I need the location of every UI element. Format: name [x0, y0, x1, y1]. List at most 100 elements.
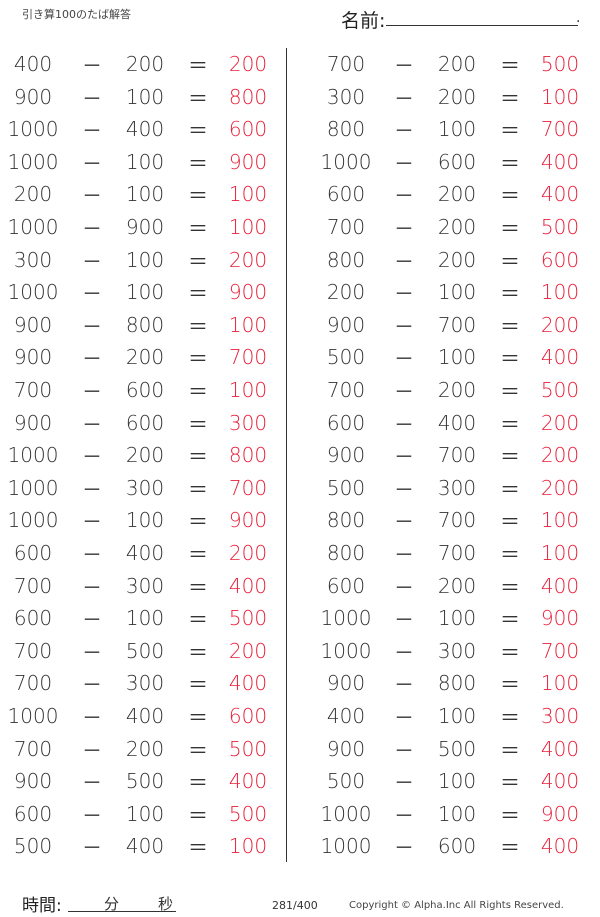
minus-sign: － — [394, 216, 414, 241]
equals-sign: ＝ — [188, 281, 208, 306]
equals-sign: ＝ — [500, 672, 520, 697]
answer: 100 — [228, 834, 268, 859]
minus-sign: － — [82, 216, 102, 241]
subtrahend: 200 — [125, 736, 165, 761]
equals-sign: ＝ — [188, 249, 208, 274]
minuend: 700 — [13, 736, 53, 761]
answer: 900 — [228, 280, 268, 305]
subtrahend: 200 — [125, 52, 165, 76]
minus-sign: － — [82, 314, 102, 339]
minuend: 400 — [326, 704, 366, 728]
minus-sign: － — [82, 151, 102, 176]
answer: 900 — [540, 606, 580, 631]
answer: 400 — [540, 573, 580, 598]
minuend: 1000 — [320, 638, 372, 663]
minuend: 200 — [326, 280, 366, 305]
minus-sign: － — [82, 835, 102, 860]
equals-sign: ＝ — [188, 53, 208, 78]
subtrahend: 100 — [437, 280, 477, 305]
minuend: 600 — [326, 410, 366, 435]
name-end-dot: . — [576, 10, 581, 26]
minuend: 600 — [326, 573, 366, 598]
minuend: 900 — [13, 345, 53, 370]
minuend: 800 — [326, 117, 366, 142]
answer: 200 — [540, 312, 580, 337]
equals-sign: ＝ — [188, 738, 208, 763]
minus-sign: － — [394, 542, 414, 567]
equals-sign: ＝ — [500, 281, 520, 306]
answer: 900 — [228, 149, 268, 174]
time-field-line — [68, 911, 176, 912]
equals-sign: ＝ — [188, 803, 208, 828]
equals-sign: ＝ — [188, 509, 208, 534]
minuend: 700 — [13, 573, 53, 598]
subtrahend: 700 — [437, 508, 477, 533]
equals-sign: ＝ — [500, 379, 520, 404]
equals-sign: ＝ — [188, 672, 208, 697]
subtrahend: 300 — [125, 573, 165, 598]
equals-sign: ＝ — [500, 151, 520, 176]
subtrahend: 800 — [437, 671, 477, 696]
subtrahend: 100 — [437, 345, 477, 370]
subtrahend: 500 — [125, 638, 165, 663]
minus-sign: － — [394, 770, 414, 795]
answer: 200 — [228, 541, 268, 565]
minus-sign: － — [394, 281, 414, 306]
equals-sign: ＝ — [500, 738, 520, 763]
answer: 400 — [540, 182, 580, 207]
subtrahend: 500 — [125, 769, 165, 794]
answer: 500 — [228, 801, 268, 826]
answer: 600 — [228, 117, 268, 142]
equals-sign: ＝ — [188, 575, 208, 600]
minus-sign: － — [82, 53, 102, 78]
seconds-label: 秒 — [158, 895, 174, 913]
subtrahend: 100 — [125, 508, 165, 533]
minus-sign: － — [82, 672, 102, 697]
answer: 500 — [540, 215, 580, 239]
minus-sign: － — [82, 379, 102, 404]
subtrahend: 100 — [125, 606, 165, 631]
minuend: 300 — [326, 84, 366, 109]
answer: 100 — [540, 84, 580, 109]
minus-sign: － — [82, 183, 102, 208]
answer: 200 — [228, 247, 268, 272]
answer: 700 — [540, 117, 580, 142]
minus-sign: － — [82, 575, 102, 600]
minuend: 600 — [13, 606, 53, 631]
column-divider — [286, 48, 287, 862]
minuend: 400 — [13, 52, 53, 76]
equals-sign: ＝ — [500, 835, 520, 860]
answer: 700 — [228, 345, 268, 370]
answer: 500 — [228, 736, 268, 761]
equals-sign: ＝ — [188, 151, 208, 176]
equals-sign: ＝ — [188, 444, 208, 469]
subtrahend: 400 — [125, 704, 165, 728]
minus-sign: － — [394, 640, 414, 665]
subtrahend: 400 — [125, 834, 165, 859]
minuend: 600 — [13, 541, 53, 565]
worksheet-title: 引き算100のたば解答 — [22, 8, 131, 21]
equals-sign: ＝ — [500, 607, 520, 632]
equals-sign: ＝ — [188, 346, 208, 371]
minuend: 1000 — [7, 215, 59, 239]
answer: 300 — [228, 410, 268, 435]
equals-sign: ＝ — [188, 640, 208, 665]
equals-sign: ＝ — [500, 509, 520, 534]
answer: 500 — [540, 378, 580, 402]
minuend: 500 — [326, 475, 366, 500]
equals-sign: ＝ — [188, 216, 208, 241]
minuend: 700 — [326, 52, 366, 76]
subtrahend: 100 — [125, 149, 165, 174]
subtrahend: 800 — [125, 312, 165, 337]
answer: 200 — [540, 443, 580, 468]
minus-sign: － — [394, 672, 414, 697]
equals-sign: ＝ — [188, 477, 208, 502]
copyright: Copyright © Alpha.Inc All Rights Reserve… — [349, 900, 564, 911]
minuend: 900 — [326, 443, 366, 468]
minus-sign: － — [394, 575, 414, 600]
minuend: 900 — [13, 84, 53, 109]
subtrahend: 100 — [437, 769, 477, 794]
minuend: 900 — [326, 312, 366, 337]
minuend: 900 — [326, 736, 366, 761]
